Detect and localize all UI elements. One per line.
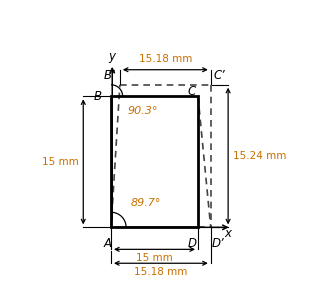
Text: y: y <box>109 50 116 63</box>
Text: B’: B’ <box>103 70 115 82</box>
Text: D: D <box>188 237 197 250</box>
Text: 89.7°: 89.7° <box>131 198 161 208</box>
Text: x: x <box>224 227 232 240</box>
Text: B: B <box>94 90 102 103</box>
Text: 15.18 mm: 15.18 mm <box>134 267 188 277</box>
Text: C’: C’ <box>213 70 225 82</box>
Text: 15.24 mm: 15.24 mm <box>233 151 286 161</box>
Text: 90.3°: 90.3° <box>127 107 158 116</box>
Text: 15.18 mm: 15.18 mm <box>139 54 192 64</box>
Text: 15 mm: 15 mm <box>136 253 173 263</box>
Text: A: A <box>104 237 111 250</box>
Text: 15 mm: 15 mm <box>42 157 78 167</box>
Text: C: C <box>187 85 196 98</box>
Text: D’: D’ <box>212 237 224 250</box>
